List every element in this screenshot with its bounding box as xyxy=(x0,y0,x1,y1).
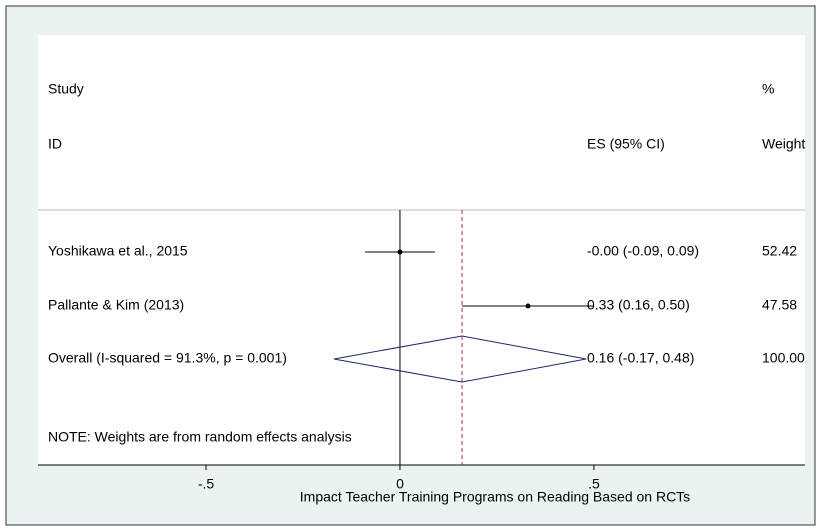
header: Study xyxy=(48,81,84,97)
es-label: 0.16 (-0.17, 0.48) xyxy=(587,350,694,366)
overall-diamond xyxy=(333,335,587,383)
x-tick-label: 0 xyxy=(396,476,404,492)
header: Weight xyxy=(762,136,805,152)
x-tick-label: -.5 xyxy=(198,476,215,492)
overall-name: Overall (I-squared = 91.3%, p = 0.001) xyxy=(48,350,287,366)
header: ID xyxy=(48,136,62,152)
study-name: Pallante & Kim (2013) xyxy=(48,297,184,313)
header: % xyxy=(762,81,774,97)
note: NOTE: Weights are from random effects an… xyxy=(48,429,352,445)
x-tick-label: .5 xyxy=(588,476,600,492)
weight-label: 47.58 xyxy=(762,297,797,313)
es-label: 0.33 (0.16, 0.50) xyxy=(587,297,690,313)
plot-region xyxy=(38,35,805,465)
weight-label: 52.42 xyxy=(762,243,797,259)
header: ES (95% CI) xyxy=(587,136,665,152)
weight-label: 100.00 xyxy=(762,350,805,366)
es-label: -0.00 (-0.09, 0.09) xyxy=(587,243,699,259)
study-name: Yoshikawa et al., 2015 xyxy=(48,243,188,259)
point-estimate xyxy=(525,303,531,309)
x-axis-title: Impact Teacher Training Programs on Read… xyxy=(300,489,690,505)
point-estimate xyxy=(397,249,403,255)
